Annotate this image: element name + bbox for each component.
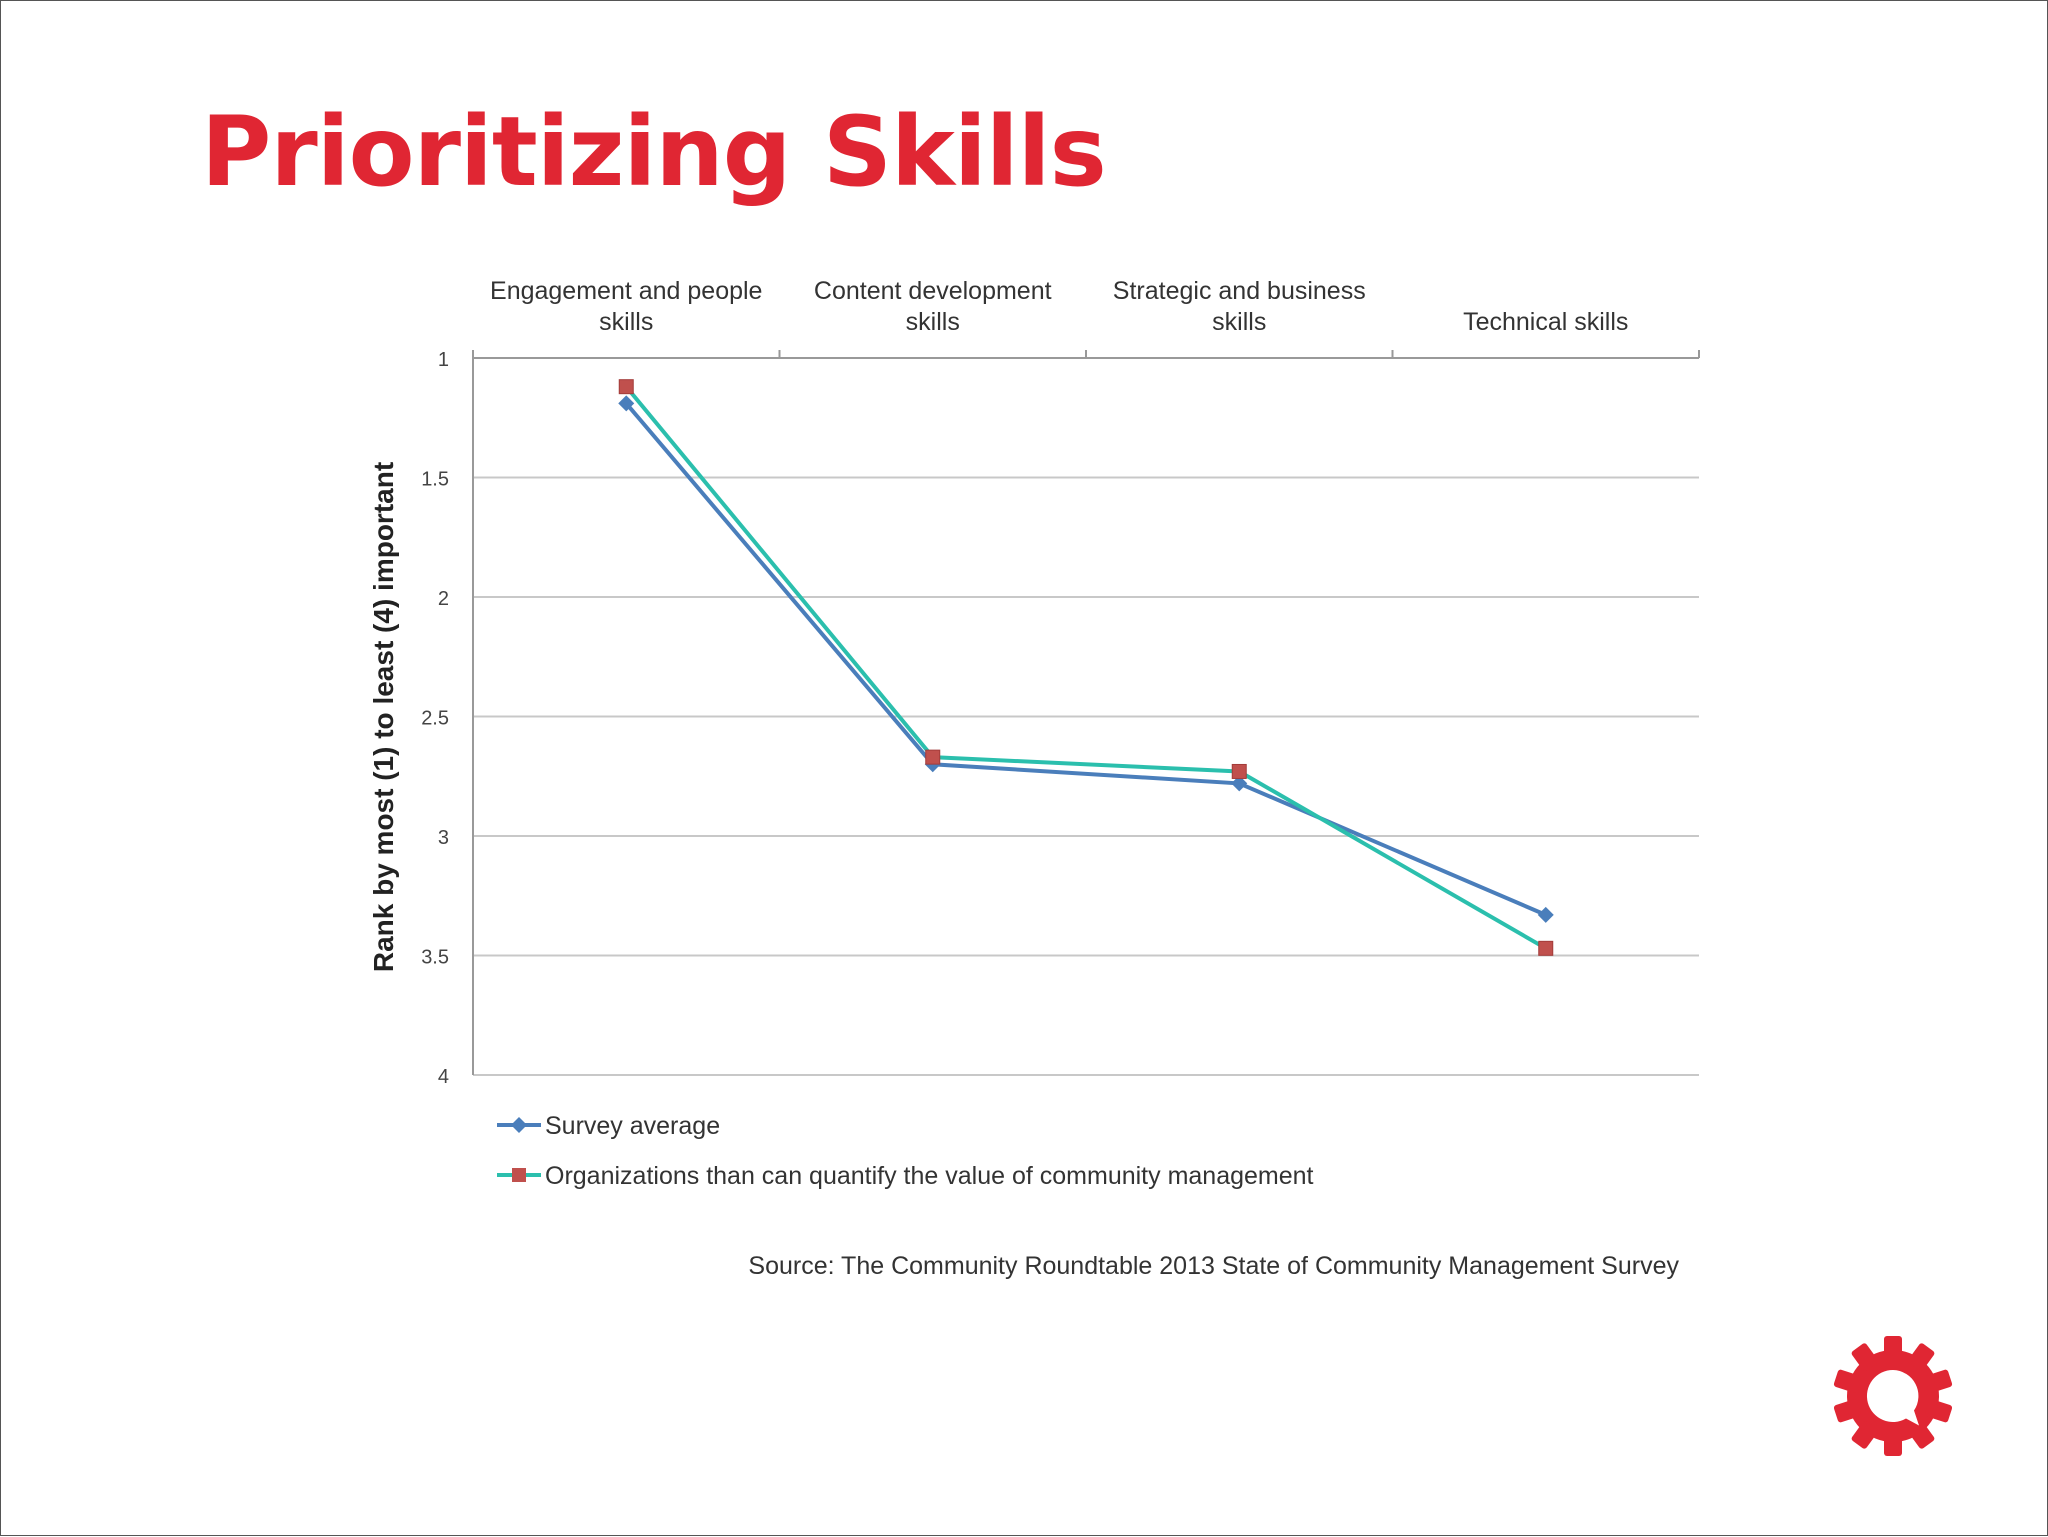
y-tick-label: 2 [438, 588, 449, 610]
data-point-square [1231, 763, 1247, 779]
series-line [624, 402, 1547, 917]
series-line [624, 385, 1547, 951]
category-label: Technical skills [1463, 308, 1628, 336]
data-point-diamond [618, 395, 635, 412]
category-label: Content development [814, 277, 1052, 305]
y-tick-label: 1.5 [421, 469, 449, 491]
legend-label: Survey average [545, 1112, 720, 1140]
category-label: Engagement and people [490, 277, 762, 305]
y-tick-label: 2.5 [421, 708, 449, 730]
y-tick-label: 3.5 [421, 947, 449, 969]
legend-label: Organizations than can quantify the valu… [545, 1162, 1314, 1190]
category-label: Strategic and business [1113, 277, 1366, 305]
category-label: skills [1212, 308, 1266, 336]
legend-marker-square [512, 1168, 526, 1182]
data-point-square [1538, 940, 1554, 956]
data-point-diamond [1231, 775, 1248, 792]
y-tick-label: 4 [438, 1066, 449, 1088]
category-label: skills [599, 308, 653, 336]
source-note: Source: The Community Roundtable 2013 St… [748, 1252, 1679, 1280]
y-tick-label: 1 [438, 349, 449, 371]
data-point-square [925, 749, 941, 765]
gear-speech-bubble-icon [1833, 1336, 1953, 1456]
slide-title: Prioritizing Skills [201, 96, 1107, 208]
category-label: skills [906, 308, 960, 336]
data-point-square [618, 379, 634, 395]
data-point-diamond [1537, 906, 1554, 923]
y-axis-title: Rank by most (1) to least (4) important [368, 462, 399, 972]
legend-marker-diamond [511, 1117, 527, 1133]
y-tick-label: 3 [438, 827, 449, 849]
